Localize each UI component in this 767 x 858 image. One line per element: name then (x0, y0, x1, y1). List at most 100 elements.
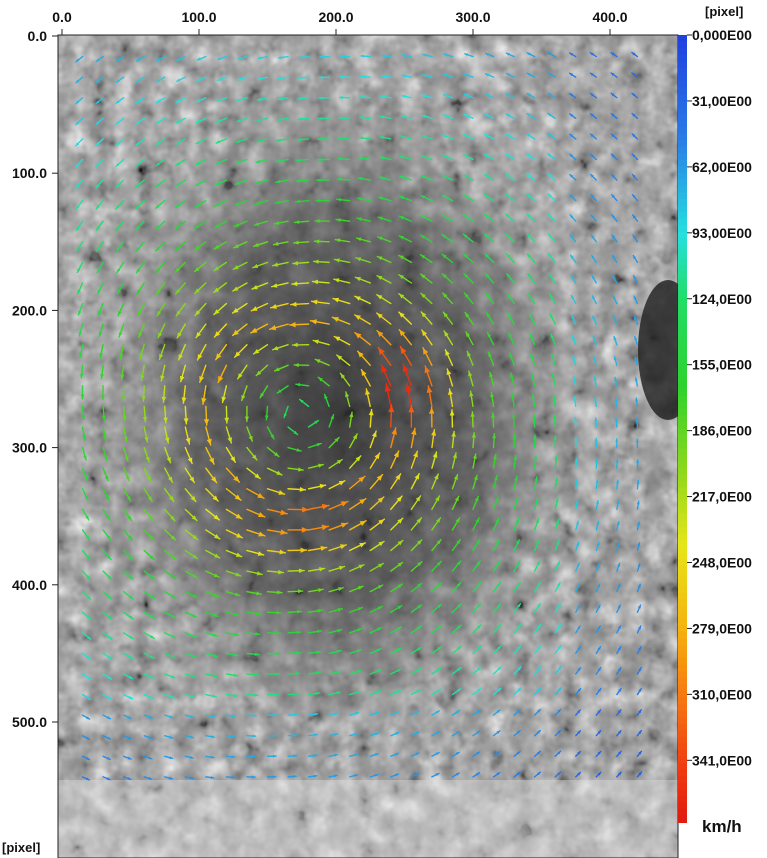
colorbar-segment (678, 185, 687, 194)
velocity-vector (143, 508, 154, 522)
velocity-vector (365, 388, 371, 408)
velocity-vector (589, 52, 597, 58)
velocity-vector (143, 632, 155, 640)
velocity-vector (122, 735, 132, 740)
velocity-vector (632, 214, 639, 222)
velocity-vector (298, 76, 310, 80)
velocity-vector (184, 735, 195, 739)
velocity-vector (631, 193, 639, 202)
velocity-vector (390, 710, 400, 716)
velocity-vector (295, 179, 310, 183)
colorbar-segment (678, 192, 687, 200)
velocity-vector (472, 560, 481, 572)
velocity-vector (398, 274, 413, 284)
velocity-vector (360, 54, 371, 58)
velocity-vector (431, 751, 440, 757)
velocity-vector (184, 714, 195, 719)
velocity-vector (569, 194, 577, 202)
velocity-vector (484, 52, 495, 58)
velocity-vector (636, 521, 641, 531)
velocity-vector (221, 385, 228, 404)
velocity-vector (533, 539, 540, 552)
velocity-vector (610, 173, 618, 181)
velocity-vector (75, 97, 84, 105)
velocity-vector (569, 153, 577, 161)
velocity-vector (506, 292, 515, 305)
velocity-vector (314, 358, 330, 366)
velocity-vector (287, 733, 298, 737)
velocity-vector (287, 589, 304, 594)
velocity-vector (574, 437, 578, 449)
velocity-vector (553, 414, 557, 428)
velocity-vector (266, 426, 275, 440)
velocity-vector (463, 272, 474, 284)
colorbar-segment (678, 225, 687, 233)
velocity-vector (75, 117, 84, 126)
velocity-vector (631, 173, 639, 181)
velocity-vector (431, 582, 443, 593)
velocity-vector (551, 373, 556, 387)
velocity-vector (573, 396, 577, 408)
velocity-vector (215, 158, 228, 165)
velocity-vector (205, 446, 215, 465)
velocity-vector (451, 581, 462, 593)
velocity-vector (612, 274, 618, 284)
colorbar-segment (678, 35, 687, 43)
colorbar-segment (678, 553, 687, 561)
colorbar-segment (678, 651, 687, 660)
velocity-vector (487, 351, 495, 366)
velocity-vector (313, 239, 330, 244)
velocity-vector (451, 560, 462, 572)
velocity-vector (122, 426, 128, 442)
velocity-vector (154, 199, 166, 209)
velocity-vector (328, 608, 344, 613)
velocity-vector (349, 648, 362, 655)
velocity-vector (615, 438, 619, 449)
velocity-vector (266, 734, 277, 738)
velocity-vector (483, 213, 495, 222)
velocity-vector (225, 632, 240, 637)
velocity-vector (369, 732, 380, 737)
velocity-vector (468, 370, 474, 387)
velocity-vector (533, 708, 542, 716)
velocity-vector (575, 478, 579, 490)
velocity-vector (595, 520, 600, 531)
velocity-vector (102, 446, 108, 462)
colorbar-segment (678, 330, 687, 338)
velocity-vector (444, 349, 454, 366)
velocity-vector (184, 590, 198, 599)
velocity-vector (611, 214, 618, 222)
velocity-vector (575, 750, 582, 757)
colorbar-segment (678, 402, 687, 410)
colorbar-segment (678, 48, 687, 56)
velocity-vector (410, 517, 423, 531)
velocity-vector (102, 508, 111, 521)
velocity-vector (101, 385, 105, 401)
velocity-vector (213, 220, 228, 229)
velocity-vector (143, 673, 155, 680)
colorbar-segment (678, 461, 687, 469)
velocity-vector (266, 713, 278, 717)
velocity-vector (513, 708, 521, 716)
velocity-vector (492, 496, 499, 511)
velocity-vector (507, 312, 515, 325)
velocity-vector (81, 673, 92, 681)
velocity-vector (328, 480, 346, 490)
velocity-vector (505, 153, 515, 161)
velocity-vector (431, 624, 442, 634)
velocity-vector (615, 458, 619, 469)
velocity-vector (505, 72, 515, 78)
velocity-vector (358, 156, 371, 161)
velocity-vector (174, 261, 187, 273)
colorbar-segment (678, 664, 687, 673)
colorbar-segment (678, 87, 687, 96)
velocity-vector (115, 220, 125, 231)
colorbar-segment (678, 153, 687, 161)
colorbar-segment (678, 284, 687, 292)
velocity-vector (549, 313, 556, 325)
velocity-vector (246, 673, 260, 677)
x-tick-label: 200.0 (318, 9, 353, 25)
velocity-vector (631, 153, 639, 161)
velocity-vector (215, 117, 228, 123)
velocity-vector (428, 406, 435, 428)
